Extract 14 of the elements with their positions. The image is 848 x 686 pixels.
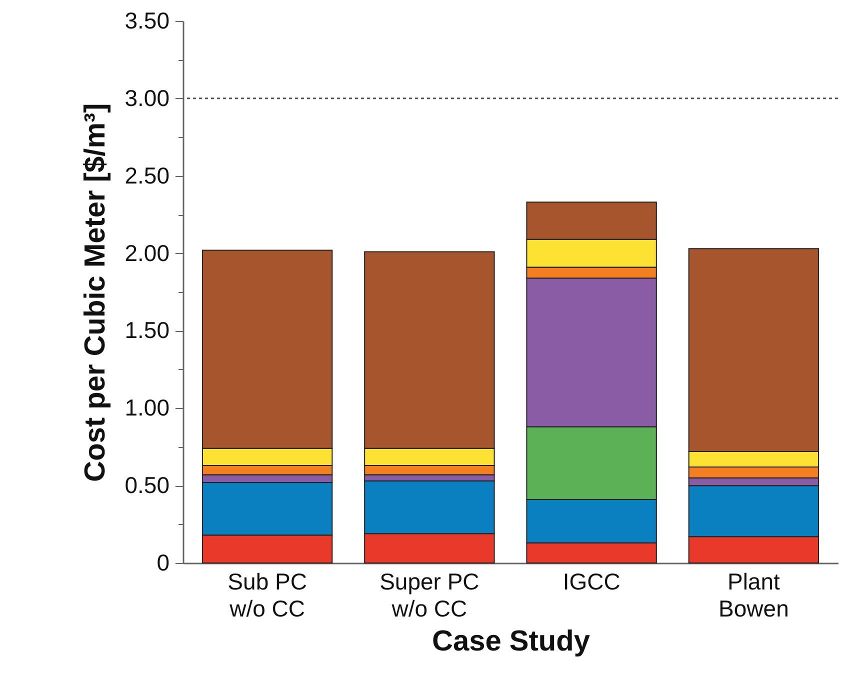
y-tick-label: 2.00 xyxy=(124,240,170,266)
x-tick-label: Super PC w/o CC xyxy=(380,568,480,622)
x-axis-title: Case Study xyxy=(432,626,590,658)
x-tick-label: IGCC xyxy=(562,568,620,594)
y-tick-label: 1.00 xyxy=(124,394,170,421)
y-tick-label: 0.50 xyxy=(124,472,170,498)
x-tick-label: Sub PC w/o CC xyxy=(228,568,307,622)
y-tick-label: 2.50 xyxy=(124,162,170,188)
y-tick-label: 3.50 xyxy=(124,8,170,34)
y-axis-title: Cost per Cubic Meter [$/m³] xyxy=(80,103,112,482)
y-tick-label: 0 xyxy=(156,550,170,576)
y-tick-label: 1.50 xyxy=(124,317,170,344)
x-tick-label: Plant Bowen xyxy=(718,568,789,622)
y-tick-label: 3.00 xyxy=(124,84,170,111)
